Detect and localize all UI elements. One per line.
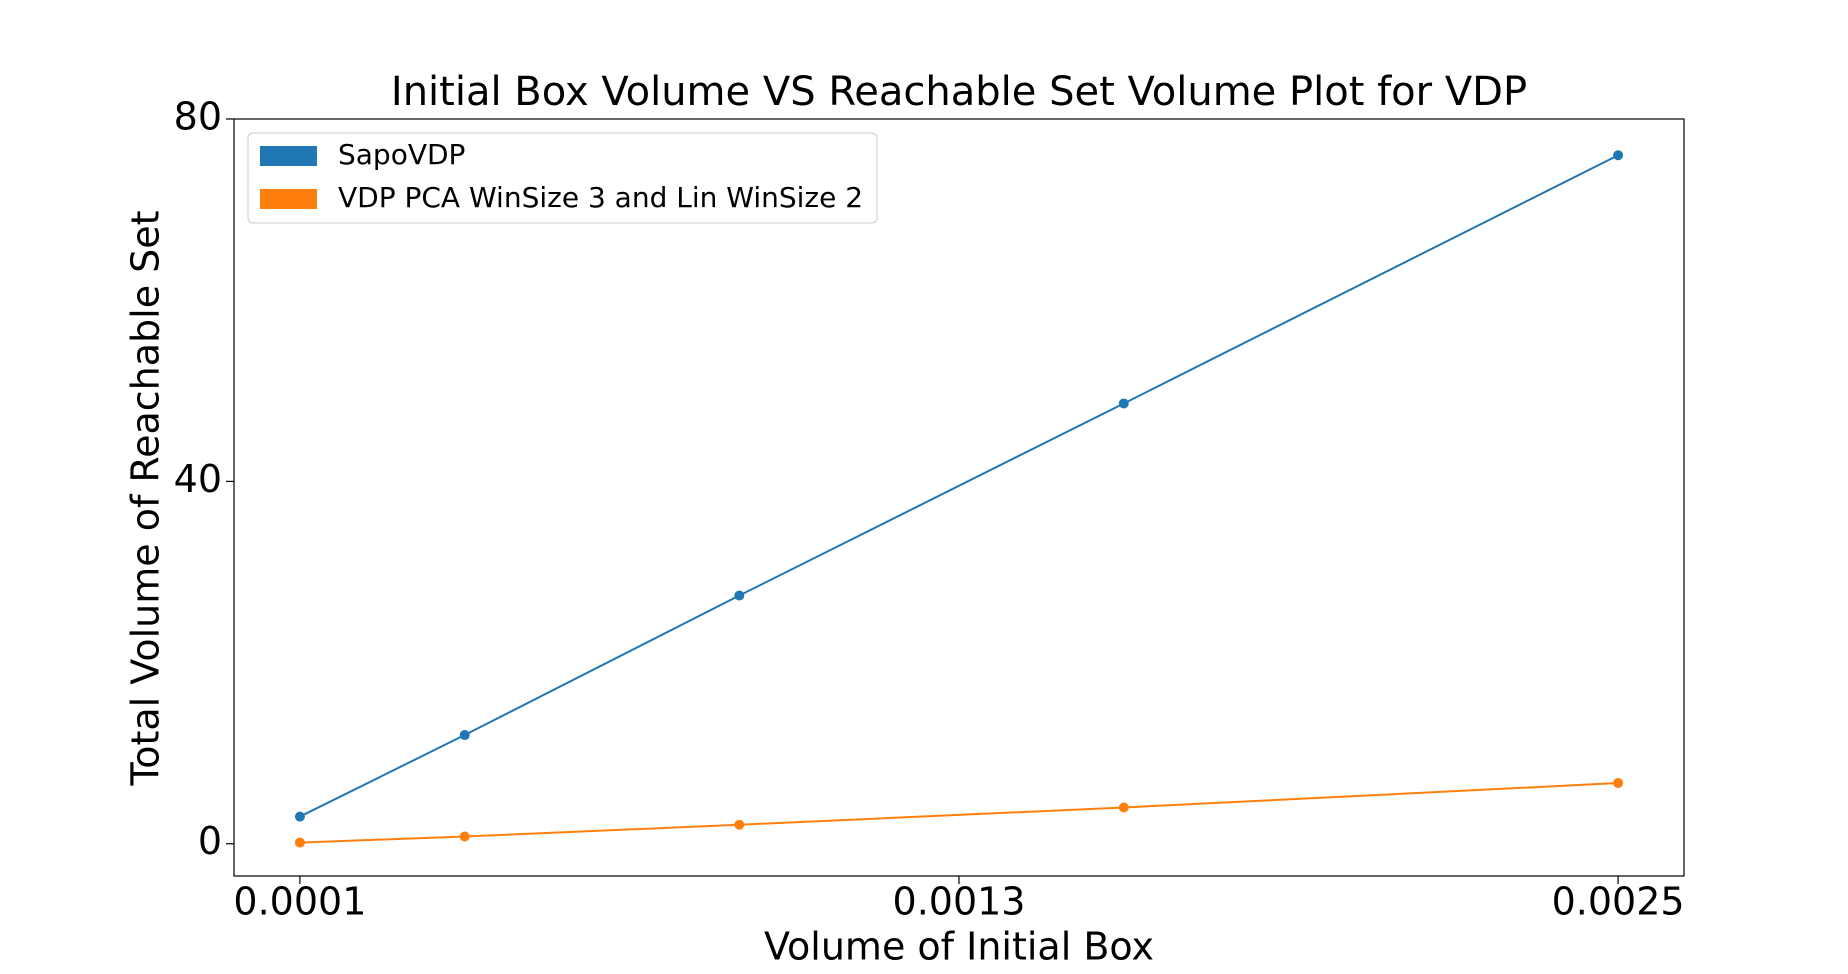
x-tick-label: 0.0013	[893, 880, 1026, 924]
data-point	[459, 730, 470, 741]
data-point	[1613, 778, 1624, 789]
data-point	[459, 831, 470, 842]
chart-title: Initial Box Volume VS Reachable Set Volu…	[391, 69, 1527, 115]
data-point	[734, 590, 745, 601]
data-point	[1613, 150, 1624, 161]
legend-swatch	[260, 146, 317, 166]
legend-swatch	[260, 189, 317, 209]
plot-frame	[233, 118, 1685, 877]
data-point	[294, 811, 305, 822]
x-tick-label: 0.0025	[1552, 880, 1685, 924]
y-tick-label: 80	[174, 95, 222, 139]
series-line	[299, 782, 1619, 844]
x-axis-label: Volume of Initial Box	[764, 925, 1154, 969]
series-line	[299, 154, 1619, 818]
y-tick-label: 0	[198, 819, 222, 863]
data-point	[734, 819, 745, 830]
data-point	[1118, 802, 1129, 813]
y-axis-label: Total Volume of Reachable Set	[124, 210, 168, 786]
legend-box	[247, 132, 878, 224]
data-point	[294, 837, 305, 848]
x-tick-label: 0.0001	[233, 880, 366, 924]
y-tick-label: 40	[174, 457, 222, 501]
legend-label: VDP PCA WinSize 3 and Lin WinSize 2	[338, 181, 863, 214]
data-point	[1118, 398, 1129, 409]
legend-label: SapoVDP	[338, 138, 465, 171]
